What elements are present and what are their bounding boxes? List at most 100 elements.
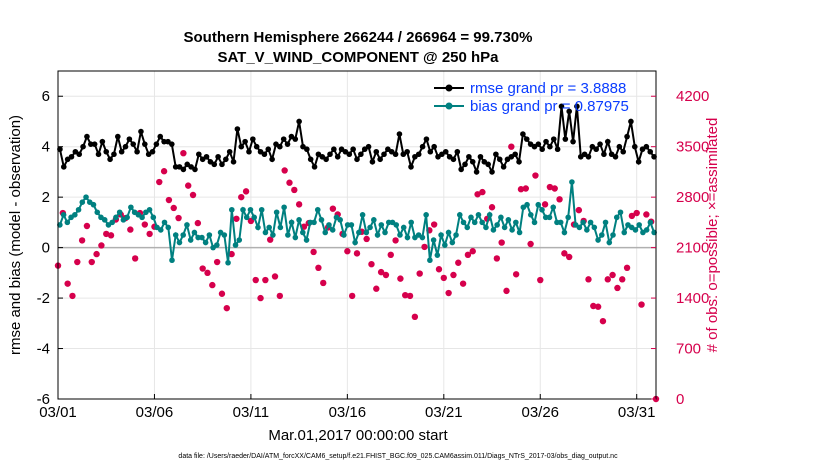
- rmse-point: [149, 148, 156, 155]
- bias-point: [202, 239, 209, 246]
- bias-point: [527, 212, 534, 218]
- bias-point: [191, 229, 198, 236]
- obs-count-marker: [170, 204, 177, 212]
- bias-point: [124, 214, 130, 221]
- bias-point: [236, 237, 243, 243]
- bias-point: [352, 239, 358, 246]
- obs-count-marker: [450, 271, 457, 279]
- rmse-point: [304, 146, 310, 153]
- rmse-point: [180, 166, 187, 173]
- rmse-point: [396, 131, 403, 137]
- obs-count-marker: [93, 250, 100, 258]
- obs-count-marker: [638, 301, 645, 308]
- bias-point: [285, 232, 291, 238]
- obs-count-marker: [218, 290, 226, 297]
- rmse-point: [369, 159, 376, 165]
- obs-count-marker: [141, 221, 149, 228]
- right-y-tick-label: 2800: [676, 189, 709, 206]
- bias-point: [550, 204, 557, 211]
- obs-count-marker: [295, 201, 303, 208]
- bias-point: [569, 179, 575, 185]
- rmse-point: [234, 126, 241, 132]
- bias-point: [169, 257, 175, 264]
- rmse-point: [373, 148, 380, 155]
- bias-point: [643, 227, 650, 233]
- obs-count-marker: [242, 188, 250, 195]
- right-y-tick-label: 3500: [676, 139, 709, 156]
- rmse-point: [562, 136, 569, 142]
- bias-point: [591, 224, 598, 231]
- obs-count-marker: [291, 186, 298, 194]
- rmse-point: [419, 143, 426, 150]
- legend-rmse-marker: [445, 84, 453, 92]
- obs-count-marker: [474, 191, 481, 198]
- bias-point: [419, 234, 426, 241]
- rmse-point: [431, 143, 437, 150]
- bias-point: [329, 227, 336, 233]
- obs-count-marker: [614, 284, 621, 292]
- bias-point: [243, 214, 250, 221]
- obs-count-marker: [373, 285, 380, 292]
- bias-point: [116, 209, 123, 216]
- obs-count-marker: [88, 258, 95, 266]
- obs-count-marker: [363, 235, 370, 243]
- bias-point: [374, 232, 381, 238]
- bias-series: [57, 179, 657, 266]
- bias-point: [393, 222, 400, 228]
- obs-count-marker: [156, 178, 163, 186]
- rmse-point: [242, 138, 248, 145]
- rmse-point: [547, 143, 553, 150]
- obs-count-marker: [310, 248, 317, 256]
- bias-point: [539, 206, 545, 213]
- rmse-point: [269, 156, 275, 163]
- bias-point: [176, 239, 183, 246]
- rmse-point: [118, 148, 125, 155]
- obs-count-marker: [440, 274, 448, 282]
- rmse-point: [226, 148, 233, 155]
- rmse-point: [350, 146, 356, 153]
- obs-count-marker: [479, 188, 486, 196]
- rmse-point: [500, 164, 507, 170]
- obs-count-marker: [262, 276, 269, 284]
- rmse-point: [489, 169, 495, 175]
- left-y-axis-ticks: -6 -4 -2 0 2 4 6: [37, 88, 63, 408]
- bias-point: [101, 217, 108, 223]
- rmse-point: [365, 143, 372, 150]
- obs-count-marker: [69, 292, 76, 300]
- rmse-point: [423, 136, 430, 142]
- rmse-point: [246, 148, 252, 155]
- bias-point: [464, 224, 471, 231]
- bias-point: [311, 219, 317, 226]
- legend-bias-label: bias grand pr = 0.87975: [470, 98, 629, 115]
- x-tick-label: 03/31: [618, 404, 656, 421]
- bias-point: [617, 209, 624, 216]
- rmse-point: [535, 141, 542, 147]
- obs-count-marker: [493, 255, 501, 262]
- bias-point: [613, 214, 620, 221]
- obs-count-marker: [498, 239, 505, 246]
- rmse-point: [292, 136, 299, 142]
- rmse-point: [253, 143, 260, 150]
- rmse-point: [126, 136, 133, 142]
- obs-count-marker: [565, 253, 573, 261]
- bias-point: [404, 234, 411, 241]
- bias-point: [584, 227, 590, 233]
- obs-count-marker: [103, 230, 110, 238]
- rmse-point: [485, 161, 491, 168]
- right-y-axis-ticks: 0 700 1400 2100 2800 3500 4200: [651, 88, 709, 408]
- obs-count-marker: [281, 167, 288, 174]
- rmse-point: [91, 141, 98, 147]
- rmse-point: [84, 133, 90, 140]
- bias-point: [438, 232, 444, 238]
- bias-point: [636, 222, 642, 228]
- rmse-point: [550, 136, 557, 142]
- obs-count-marker: [368, 260, 375, 268]
- obs-count-marker: [315, 264, 322, 271]
- obs-count-marker: [402, 291, 409, 299]
- bias-point: [423, 212, 429, 218]
- chart-title-line2: SAT_V_WIND_COMPONENT @ 250 hPa: [217, 49, 499, 66]
- left-y-tick-label: -6: [37, 391, 50, 408]
- obs-count-marker: [599, 317, 607, 325]
- obs-count-marker: [594, 303, 602, 310]
